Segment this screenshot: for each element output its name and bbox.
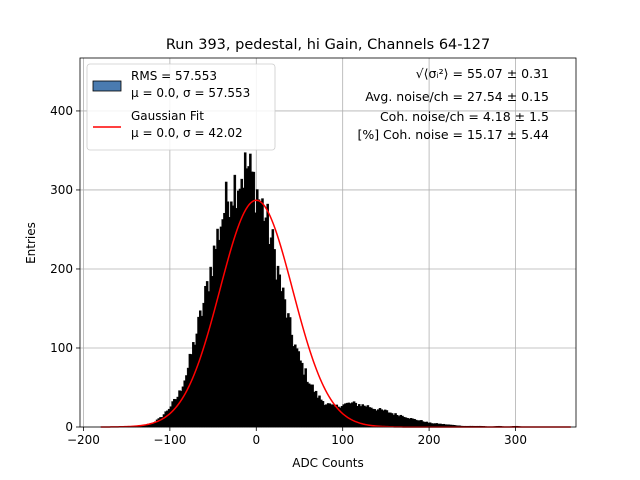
annotation-sigma: √⟨σᵢ²⟩ = 55.07 ± 0.31 (416, 66, 549, 81)
y-tick-label: 0 (65, 420, 73, 434)
annotation-coh-noise-percent: [%] Coh. noise = 15.17 ± 5.44 (357, 127, 549, 142)
legend-histogram-label: RMS = 57.553 (131, 69, 217, 83)
x-tick-label: 200 (418, 433, 441, 447)
legend-histogram-params: μ = 0.0, σ = 57.553 (131, 86, 250, 100)
axes-frame (79, 57, 577, 428)
x-tick-label: 0 (252, 433, 260, 447)
annotation-avg-noise: Avg. noise/ch = 27.54 ± 0.15 (365, 89, 549, 104)
x-axis-ticks: −200 −100 0 100 200 300 (67, 427, 527, 447)
x-tick-label: −200 (67, 433, 100, 447)
legend-fit-label: Gaussian Fit (131, 109, 204, 123)
x-tick-label: 300 (504, 433, 527, 447)
noise-annotations: √⟨σᵢ²⟩ = 55.07 ± 0.31 Avg. noise/ch = 27… (357, 66, 549, 142)
x-tick-label: 100 (331, 433, 354, 447)
y-axis-label: Entries (24, 222, 38, 264)
x-tick-label: −100 (153, 433, 186, 447)
legend-histogram-swatch (92, 80, 122, 92)
legend: RMS = 57.553 μ = 0.0, σ = 57.553 Gaussia… (86, 63, 276, 151)
annotation-coh-noise: Coh. noise/ch = 4.18 ± 1.5 (380, 109, 549, 124)
legend-box (86, 63, 276, 151)
y-axis-ticks: 0 100 200 300 400 (50, 104, 80, 434)
x-axis-label: ADC Counts (292, 456, 364, 470)
y-tick-label: 100 (50, 341, 73, 355)
histogram-bars (126, 152, 525, 428)
y-tick-label: 300 (50, 183, 73, 197)
chart-title: Run 393, pedestal, hi Gain, Channels 64-… (166, 37, 490, 53)
y-tick-label: 400 (50, 104, 73, 118)
y-tick-label: 200 (50, 262, 73, 276)
legend-fit-params: μ = 0.0, σ = 42.02 (131, 126, 243, 140)
